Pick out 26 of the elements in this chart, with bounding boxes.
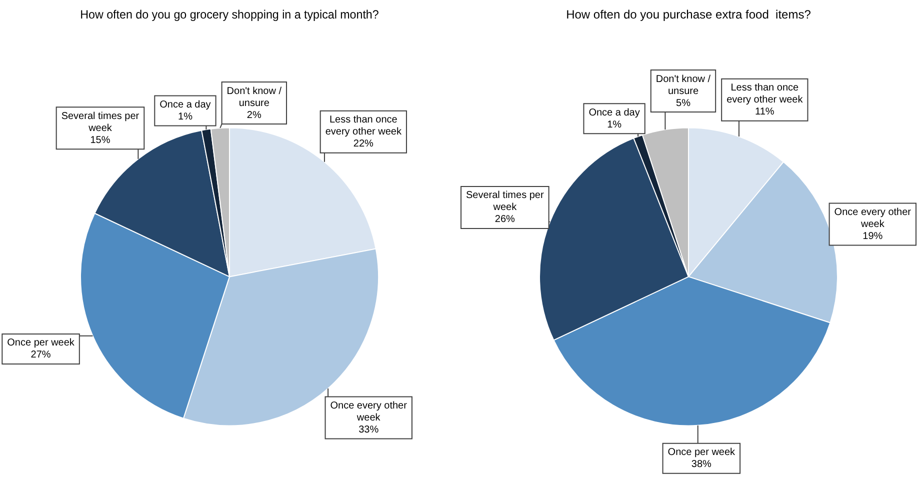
data-label: 33% <box>358 424 379 436</box>
data-label: 1% <box>607 119 622 130</box>
slice-label: Once per week <box>668 447 736 458</box>
data-label: 27% <box>30 350 51 361</box>
slice-label: Once a day <box>588 107 640 118</box>
data-label: 19% <box>862 231 883 242</box>
slice-label: Once every other week <box>330 400 408 424</box>
slice-label: Once a day <box>160 100 211 111</box>
data-label: 11% <box>755 106 774 118</box>
data-label: 26% <box>494 214 516 226</box>
data-label: 38% <box>691 459 712 470</box>
data-label: 22% <box>353 138 374 150</box>
data-label: 1% <box>178 112 193 123</box>
data-label: 2% <box>246 110 262 121</box>
slice-label: Several times per week <box>61 110 140 134</box>
slice-label: Once per week <box>7 338 76 349</box>
slice-label: Don't know / unsure <box>226 86 282 109</box>
slice-label: Don't know / unsure <box>656 74 711 97</box>
slice-label: Several times per week <box>466 190 544 214</box>
slice-label: Less than once every other week <box>325 114 402 138</box>
chart-title: How often do you purchase extra food items? <box>566 8 812 22</box>
slice-label: Once every other week <box>834 207 912 230</box>
data-label: 15% <box>90 134 110 146</box>
slice-label: Less than once every other week <box>726 82 804 106</box>
chart-title: How often do you go grocery shopping in a typical month? <box>80 7 380 22</box>
data-label: 5% <box>676 98 691 109</box>
